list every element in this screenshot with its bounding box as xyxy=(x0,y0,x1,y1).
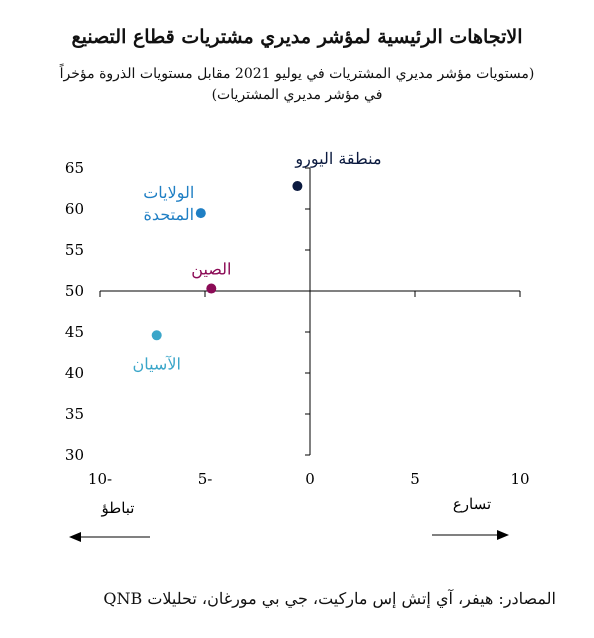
subtitle-line-2: في مؤشر مديري المشتريات) xyxy=(211,87,383,103)
point-label: الصين xyxy=(191,260,231,279)
y-tick-label: 45 xyxy=(65,323,84,341)
accelerating-label: تسارع xyxy=(453,495,491,513)
point-label: الولايات xyxy=(143,183,194,202)
data-point xyxy=(292,181,303,192)
point-label: الآسيان xyxy=(132,354,180,373)
slowing-label: تباطؤ xyxy=(101,499,135,517)
data-point xyxy=(151,330,162,341)
y-tick-label: 65 xyxy=(65,159,84,177)
x-tick-label: 5- xyxy=(198,470,213,488)
x-tick-label: 0 xyxy=(305,470,315,488)
y-tick-label: 35 xyxy=(65,405,84,423)
chart-title: الاتجاهات الرئيسية لمؤشر مديري مشتريات ق… xyxy=(71,26,523,48)
y-tick-label: 40 xyxy=(65,364,84,382)
scatter-chart: 10- 5- 0 5 10 30 35 40 45 50 55 60 65 منطقة اليورو الو… xyxy=(65,149,530,542)
data-point xyxy=(206,283,217,294)
source-note: المصادر: هيفر، آي إتش إس ماركيت، جي بي م… xyxy=(103,589,556,608)
y-tick-label: 30 xyxy=(65,446,84,464)
point-label: المتحدة xyxy=(144,205,195,224)
y-tick-label: 60 xyxy=(65,200,84,218)
y-tick-label: 55 xyxy=(65,241,84,259)
x-tick-label: 10- xyxy=(88,470,112,488)
x-tick-label: 10 xyxy=(510,470,529,488)
data-point xyxy=(195,208,206,219)
x-tick-label: 5 xyxy=(410,470,420,488)
y-tick-label: 50 xyxy=(65,282,84,300)
accelerating-arrow-head xyxy=(497,530,509,540)
subtitle-line-1: (مستويات مؤشر مديري المشتريات في يوليو 2… xyxy=(59,66,535,82)
slowing-arrow-head xyxy=(69,532,81,542)
point-label: منطقة اليورو xyxy=(294,149,381,168)
chart-subtitle: (مستويات مؤشر مديري المشتريات في يوليو 2… xyxy=(14,64,580,106)
